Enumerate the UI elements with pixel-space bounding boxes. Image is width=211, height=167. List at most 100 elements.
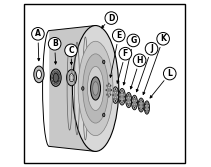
Ellipse shape: [141, 104, 142, 107]
Ellipse shape: [113, 94, 114, 96]
Ellipse shape: [115, 89, 116, 90]
Ellipse shape: [78, 41, 113, 136]
Ellipse shape: [58, 80, 59, 82]
Ellipse shape: [108, 88, 110, 92]
Ellipse shape: [53, 73, 58, 82]
Ellipse shape: [148, 110, 149, 111]
Text: C: C: [68, 46, 74, 55]
Circle shape: [133, 54, 146, 67]
Ellipse shape: [146, 105, 148, 111]
Ellipse shape: [115, 93, 116, 97]
Circle shape: [32, 28, 44, 40]
Ellipse shape: [91, 77, 100, 100]
Ellipse shape: [144, 101, 150, 114]
Ellipse shape: [134, 101, 135, 104]
Text: B: B: [52, 39, 58, 48]
Text: D: D: [108, 14, 115, 23]
Text: A: A: [35, 29, 41, 38]
Text: K: K: [160, 34, 166, 43]
Text: E: E: [116, 31, 121, 40]
Ellipse shape: [126, 99, 127, 101]
Ellipse shape: [108, 83, 109, 85]
Ellipse shape: [139, 108, 140, 109]
Ellipse shape: [69, 74, 74, 82]
Ellipse shape: [121, 95, 123, 99]
Text: G: G: [130, 36, 137, 45]
Ellipse shape: [93, 82, 99, 95]
Ellipse shape: [128, 94, 129, 95]
Ellipse shape: [107, 86, 110, 94]
Ellipse shape: [34, 66, 44, 83]
Ellipse shape: [134, 97, 135, 98]
Ellipse shape: [110, 85, 111, 87]
Ellipse shape: [111, 89, 112, 91]
Ellipse shape: [133, 99, 136, 106]
Ellipse shape: [53, 80, 54, 82]
Circle shape: [65, 44, 77, 57]
Ellipse shape: [128, 105, 129, 106]
Ellipse shape: [145, 104, 146, 105]
Ellipse shape: [117, 94, 118, 96]
Ellipse shape: [139, 101, 140, 102]
Ellipse shape: [83, 54, 108, 123]
Text: J: J: [150, 44, 153, 53]
Ellipse shape: [54, 72, 55, 73]
Ellipse shape: [67, 70, 77, 86]
Ellipse shape: [105, 81, 112, 99]
Circle shape: [164, 67, 176, 80]
Ellipse shape: [134, 107, 135, 108]
Ellipse shape: [127, 97, 130, 104]
Ellipse shape: [131, 95, 137, 110]
Ellipse shape: [146, 106, 147, 109]
Ellipse shape: [142, 101, 143, 102]
Ellipse shape: [52, 77, 53, 78]
Circle shape: [119, 47, 132, 60]
Ellipse shape: [148, 104, 149, 105]
Ellipse shape: [54, 82, 55, 84]
Ellipse shape: [119, 96, 120, 98]
Ellipse shape: [124, 96, 125, 98]
Ellipse shape: [106, 89, 107, 91]
Ellipse shape: [115, 100, 116, 102]
Ellipse shape: [103, 60, 105, 64]
Circle shape: [112, 29, 125, 42]
Ellipse shape: [142, 108, 143, 109]
Ellipse shape: [136, 102, 137, 103]
Ellipse shape: [37, 70, 41, 79]
Ellipse shape: [128, 98, 129, 102]
Text: F: F: [123, 49, 128, 58]
Ellipse shape: [87, 66, 104, 111]
Ellipse shape: [123, 100, 124, 102]
Ellipse shape: [140, 102, 142, 108]
Ellipse shape: [58, 74, 59, 75]
Ellipse shape: [110, 94, 111, 96]
Circle shape: [48, 37, 61, 50]
Circle shape: [127, 34, 140, 47]
Ellipse shape: [59, 77, 60, 78]
Ellipse shape: [117, 90, 118, 92]
Ellipse shape: [114, 91, 117, 99]
Ellipse shape: [138, 98, 144, 112]
Ellipse shape: [108, 96, 109, 97]
Ellipse shape: [56, 72, 57, 73]
Circle shape: [105, 12, 118, 24]
Ellipse shape: [126, 93, 132, 108]
Ellipse shape: [145, 110, 146, 111]
Ellipse shape: [119, 89, 125, 105]
Ellipse shape: [56, 82, 57, 84]
Ellipse shape: [120, 92, 121, 93]
Text: L: L: [167, 69, 172, 78]
Ellipse shape: [50, 69, 61, 86]
Ellipse shape: [123, 92, 124, 93]
Text: H: H: [136, 56, 143, 65]
Ellipse shape: [72, 26, 119, 151]
Polygon shape: [49, 26, 96, 151]
Ellipse shape: [117, 98, 118, 100]
Ellipse shape: [130, 99, 131, 101]
Ellipse shape: [132, 102, 133, 103]
Circle shape: [145, 42, 158, 55]
Ellipse shape: [70, 75, 73, 80]
Ellipse shape: [120, 93, 124, 101]
Ellipse shape: [82, 87, 84, 90]
Ellipse shape: [120, 100, 121, 102]
